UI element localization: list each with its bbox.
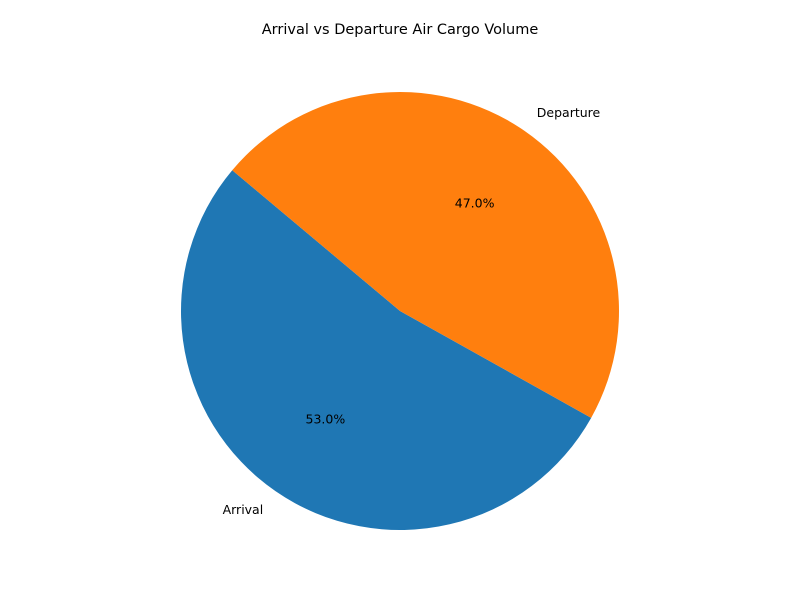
slice-label-departure: Departure — [537, 105, 601, 120]
percent-label-arrival: 53.0% — [306, 412, 346, 427]
slice-label-arrival: Arrival — [223, 502, 264, 517]
pie-labels: Arrival 53.0% Departure 47.0% — [223, 105, 601, 517]
percent-label-departure: 47.0% — [455, 195, 495, 210]
pie-slice-departure — [232, 92, 619, 418]
pie-slices — [180, 92, 619, 531]
pie-slice-arrival — [180, 170, 592, 531]
chart-title: Arrival vs Departure Air Cargo Volume — [262, 22, 539, 38]
